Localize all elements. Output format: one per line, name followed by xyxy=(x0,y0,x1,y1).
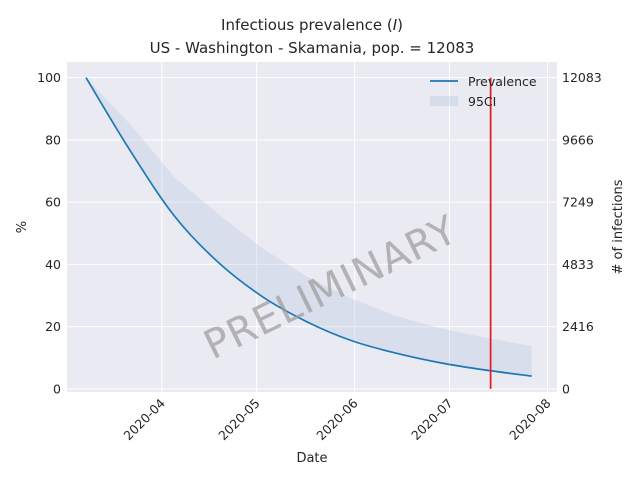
x-tick-label-2: 2020-06 xyxy=(313,395,361,443)
y-right-tick-label-3: 7249 xyxy=(562,195,594,210)
legend: Prevalence 95CI xyxy=(430,74,537,109)
y-axis-left-label: % xyxy=(15,221,30,233)
y-left-tick-label-3: 60 xyxy=(45,195,61,210)
y-left-tick-label-0: 0 xyxy=(53,381,61,396)
y-axis-right-label: # of infections xyxy=(611,179,626,274)
prevalence-line xyxy=(85,77,532,377)
y-left-tick-label-4: 80 xyxy=(45,132,61,147)
y-left-tick-label-2: 40 xyxy=(45,257,61,272)
y-right-tick-label-5: 12083 xyxy=(562,70,602,85)
ci-band xyxy=(85,77,532,377)
grid-lines xyxy=(67,62,557,392)
y-right-tick-label-2: 4833 xyxy=(562,257,594,272)
legend-label-prevalence: Prevalence xyxy=(468,74,537,89)
chart-title-line2: US - Washington - Skamania, pop. = 12083 xyxy=(150,39,475,57)
y-left-tick-label-5: 100 xyxy=(37,70,61,85)
x-tick-label-3: 2020-07 xyxy=(408,396,456,444)
plot-area xyxy=(67,62,557,392)
legend-label-ci: 95CI xyxy=(468,94,496,109)
y-left-tick-label-1: 20 xyxy=(45,319,61,334)
chart-title-line1: Infectious prevalence (I) xyxy=(221,16,403,34)
y-right-tick-label-1: 2416 xyxy=(562,319,594,334)
chart-title: Infectious prevalence (I) US - Washingto… xyxy=(150,16,475,57)
y-axis-left-ticks: 0 20 40 60 80 100 xyxy=(37,70,61,396)
y-axis-right-ticks: 0 2416 4833 7249 9666 12083 xyxy=(562,70,602,396)
x-tick-label-0: 2020-04 xyxy=(120,395,168,443)
y-right-tick-label-4: 9666 xyxy=(562,132,594,147)
x-axis-label: Date xyxy=(296,451,327,466)
x-axis-ticks: 2020-04 2020-05 2020-06 2020-07 2020-08 xyxy=(120,395,553,443)
x-tick-label-1: 2020-05 xyxy=(215,396,263,444)
y-right-tick-label-0: 0 xyxy=(562,381,570,396)
x-tick-label-4: 2020-08 xyxy=(506,395,554,443)
legend-swatch-ci xyxy=(430,96,458,106)
